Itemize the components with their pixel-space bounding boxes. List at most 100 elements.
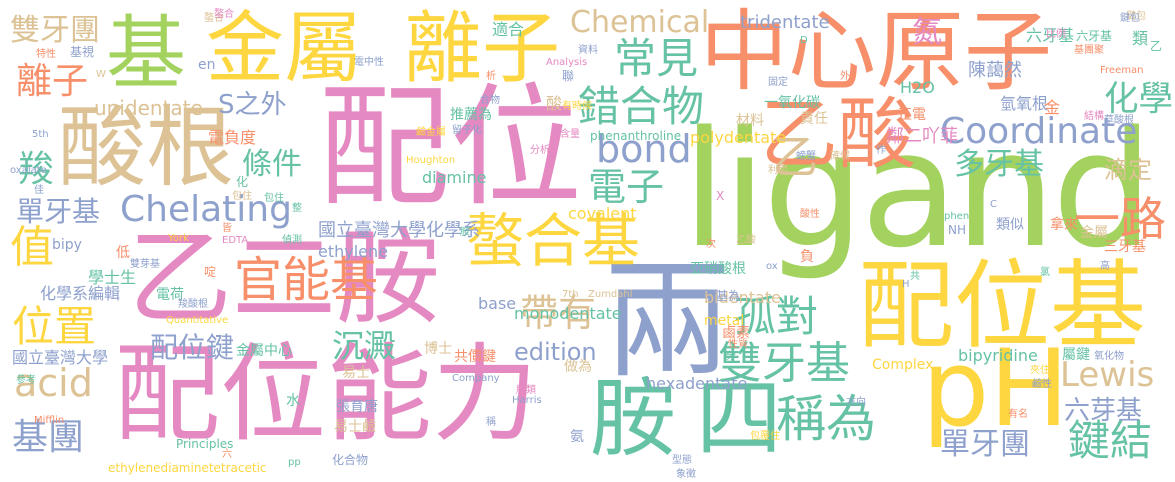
word-an: 胺 (590, 369, 676, 469)
word-dianhe: 電荷 (156, 287, 184, 303)
word-zuo: 作 (876, 145, 886, 156)
word-jianjie: 鍵結 (1068, 416, 1153, 465)
word-coordinate: Coordinate (940, 111, 1138, 152)
word-shihe: 適合 (492, 20, 525, 39)
word-edta-long: ethylenediaminetetracetic (108, 461, 267, 475)
word-caosuangen: 草酸根 (1104, 115, 1134, 126)
word-ntu-chem: 國立臺灣大學化學系 (318, 220, 480, 241)
word-guding: 固定 (768, 77, 788, 88)
word-lei: 類 (1129, 30, 1148, 46)
word-quantitative: Quantitative (166, 315, 229, 326)
word-shuangyaji: 雙牙基 (718, 338, 850, 389)
word-bond: bond (596, 127, 692, 171)
word-anlei: 胺類 (516, 385, 536, 396)
word-suo: 羧 (18, 149, 55, 190)
word-dan: 氮 (912, 15, 942, 50)
word-hanliang: 含量 (560, 129, 580, 140)
word-quebao: 確保 (830, 151, 850, 162)
word-phenanthroline: phenanthroline (590, 129, 682, 143)
word-edta: EDTA (222, 235, 249, 246)
word-shujian: 屬鍵 (1062, 347, 1090, 363)
word-suangen: 酸根 (58, 96, 235, 199)
word-yishijian: 易士鹼 (334, 419, 376, 435)
word-zheng: 整 (292, 203, 302, 214)
word-leisi: 類似 (996, 217, 1024, 233)
word-jiazhu: 夾住 (1030, 365, 1050, 376)
word-monodentate: monodentate (514, 304, 622, 323)
word-zhangyutang: 張育唐 (336, 399, 378, 415)
word-freeman: Freeman (1100, 65, 1144, 76)
word-youming: 有名 (1008, 409, 1028, 420)
word-xingtai: 型態 (672, 455, 692, 466)
word-nalai: 拿來 (1050, 217, 1078, 233)
word-xueshisheng: 學士生 (88, 268, 137, 287)
word-yierdan: 乙二胺 (128, 217, 441, 339)
word-baozhu-2: 包住 (232, 191, 252, 202)
word-boshi: 博士 (424, 341, 452, 357)
word-letter-w: W (96, 69, 106, 80)
word-texing: 特性 (36, 49, 56, 60)
word-cuohewu: 錯合物 (578, 82, 705, 131)
word-diamine: diamine (422, 168, 487, 187)
word-lusu: 鹵素 (722, 325, 750, 341)
word-complex: Complex (872, 357, 934, 373)
word-di: 低 (116, 245, 130, 261)
word-jinshu-zhongxin: 金屬中心 (236, 343, 292, 359)
word-zumdahl: Zumdahl (588, 289, 633, 300)
word-fen: 分 (726, 351, 736, 362)
word-s-zhiwai: S之外 (218, 90, 287, 120)
word-daiyou: 帶有 (520, 291, 597, 335)
word-peiweijian: 配位鍵 (150, 331, 235, 364)
word-zhongxin: 中心 (700, 0, 877, 103)
word-liuyaji: 六芽基 (1064, 396, 1143, 426)
word-yi-small: 乙 (1150, 39, 1163, 53)
word-unidentate: unidentate (94, 96, 203, 120)
word-tridentate: tridentate (740, 12, 830, 33)
word-cailiao: 材料 (736, 113, 764, 129)
word-danyaji: 單牙基 (16, 195, 101, 228)
word-zuowei: 做為 (564, 359, 592, 375)
word-tiaojian: 條件 (242, 147, 302, 182)
word-5th: 5th (32, 129, 49, 140)
word-pp: pp (288, 457, 301, 468)
word-base: base (478, 294, 517, 313)
word-lizi: 離子 (404, 4, 561, 94)
word-lizi-small: 離子 (16, 61, 89, 102)
word-ntu: 國立臺灣大學 (12, 348, 109, 367)
word-dianzi: 電子 (588, 165, 665, 209)
word-bipy: bipy (52, 237, 82, 253)
word-liuyaji-3: 六牙基 (1076, 29, 1113, 43)
word-h2o: H2O (900, 78, 935, 97)
word-dianfudu: 電負度 (208, 128, 257, 147)
word-liuyaji-2: 六牙基 (1026, 26, 1075, 45)
word-fenxi: 分析 (530, 145, 550, 156)
word-harris: Harris (512, 395, 542, 406)
word-yuanzi: 原子 (876, 0, 1053, 103)
word-si: 四 (696, 369, 782, 469)
word-sanyaji: 三牙基 (1104, 239, 1146, 255)
word-zhengdian: 正電 (898, 107, 926, 123)
word-bidentate: bidentate (704, 288, 781, 307)
word-jituanju: 基團聚 (1074, 45, 1104, 56)
word-xingzhi: 性質 (728, 339, 748, 350)
word-zhence: 偵測 (282, 235, 302, 246)
word-mifflin: Mifflin (34, 415, 65, 426)
word-chenairan: 陳藹然 (968, 60, 1022, 81)
word-baofuzhu: 包覆住 (750, 431, 780, 442)
word-gao: 高 (1100, 261, 1110, 272)
word-cankao: 參考 (16, 375, 36, 386)
word-lian: 聯 (562, 69, 575, 83)
word-zeren: 責任 (800, 111, 828, 127)
word-yi-tan: 乙 (772, 130, 818, 184)
word-liu: 六 (222, 449, 232, 460)
word-shui: 水 (286, 393, 300, 409)
word-letter-d: D (800, 35, 808, 46)
word-ji: 基 (106, 7, 186, 100)
word-letter-c: C (990, 199, 997, 210)
word-an-tiny: 胺 (460, 227, 470, 238)
word-chelating: Chelating (120, 189, 292, 230)
word-wai: 外 (840, 71, 850, 82)
word-huahewu: 化合物 (332, 453, 369, 467)
word-ethylene: ethylene (318, 242, 388, 261)
